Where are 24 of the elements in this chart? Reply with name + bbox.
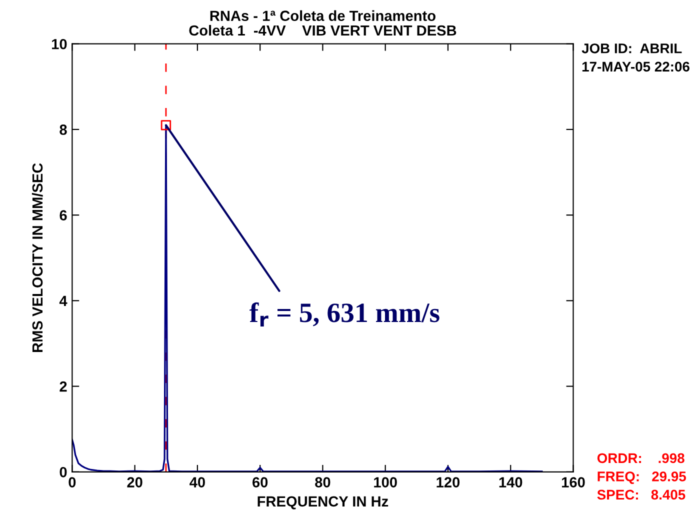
x-tick-label: 40 (190, 477, 205, 488)
y-tick-label: 4 (59, 296, 68, 306)
x-tick-label: 0 (68, 477, 76, 488)
annotation: f$_{r}$ = 5, 631 mm/s (250, 302, 440, 327)
x-tick-label: 100 (374, 477, 397, 488)
x-tick-label: 20 (127, 477, 142, 488)
y-tick-label: 0 (60, 466, 67, 478)
text: 17-MAY-05 22:06 (582, 62, 690, 72)
y-tick-label: 8 (60, 124, 67, 135)
y-tick-label: 6 (60, 210, 67, 220)
text: SPEC: 8.405 (597, 490, 686, 500)
text: FREQ: 29.95 (598, 472, 686, 484)
y-tick-label: 2 (60, 381, 67, 392)
x-tick-label: 60 (252, 477, 268, 488)
text: JOB ID: ABRIL (582, 43, 682, 54)
x-tick-label: 160 (562, 477, 585, 488)
x-tick-label: 80 (315, 477, 330, 488)
y-tick-label: 10 (52, 38, 67, 50)
x-tick-label: 140 (499, 477, 522, 488)
x-axis-title: FREQUENCY IN Hz (258, 496, 388, 510)
chart-title: RNAs - 1ª Coleta de Treinamento Coleta 1 -4VV VIB VERT VENT DESB (189, 10, 456, 36)
y-axis-title: RMS VELOCITY IN MM/SEC (32, 163, 43, 352)
x-tick-label: 120 (436, 477, 460, 488)
text: ORDR: .998 (597, 453, 684, 464)
